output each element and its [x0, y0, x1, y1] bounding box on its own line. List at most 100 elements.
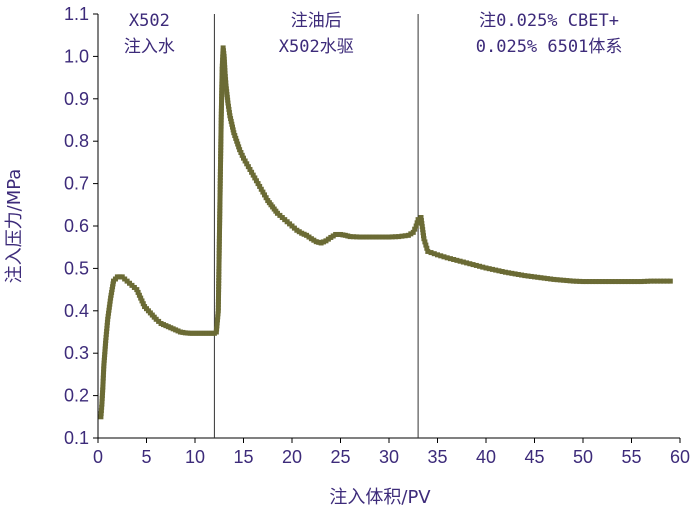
- data-point: [412, 226, 418, 232]
- data-point: [226, 106, 232, 112]
- data-point: [214, 317, 220, 323]
- data-point: [99, 401, 105, 407]
- data-point: [629, 279, 634, 285]
- data-point: [101, 366, 107, 372]
- data-point: [221, 56, 227, 62]
- data-point: [419, 224, 425, 230]
- y-tick-label: 0.8: [64, 131, 89, 151]
- data-point: [424, 245, 430, 251]
- data-point: [215, 311, 221, 317]
- data-point: [234, 138, 240, 144]
- data-point: [418, 215, 424, 221]
- data-point: [217, 220, 223, 226]
- data-point: [215, 302, 221, 308]
- phase-dividers: [213, 14, 419, 438]
- data-point: [216, 232, 222, 238]
- data-point: [110, 284, 116, 290]
- data-point: [101, 360, 107, 366]
- y-tick-label: 0.7: [64, 174, 89, 194]
- data-point: [214, 323, 220, 329]
- data-point: [224, 92, 230, 98]
- data-point: [496, 268, 502, 274]
- data-point: [638, 279, 644, 285]
- data-point: [257, 183, 263, 189]
- data-point: [483, 265, 489, 271]
- data-point: [221, 51, 227, 57]
- data-point: [215, 308, 221, 314]
- data-point: [135, 289, 141, 295]
- x-tick-label: 30: [379, 447, 399, 467]
- data-point: [414, 220, 420, 226]
- data-point: [214, 320, 220, 326]
- data-point: [218, 108, 224, 114]
- data-point: [232, 133, 238, 139]
- data-point: [216, 290, 222, 296]
- phase-annotation: 注入水: [124, 37, 175, 57]
- data-point: [223, 77, 229, 83]
- data-point: [224, 89, 230, 95]
- data-point: [350, 234, 356, 240]
- data-point: [389, 234, 395, 240]
- y-axis-title: 注入压力/MPa: [4, 169, 25, 284]
- data-point: [413, 223, 419, 229]
- data-point: [102, 343, 108, 349]
- data-point: [217, 211, 223, 217]
- data-point: [354, 234, 360, 240]
- data-point: [100, 381, 106, 387]
- data-point: [357, 234, 363, 240]
- x-tick-label: 5: [141, 447, 151, 467]
- data-point: [648, 278, 654, 284]
- data-point: [218, 159, 224, 165]
- y-tick-label: 0.6: [64, 216, 89, 236]
- data-point: [218, 132, 224, 138]
- data-point: [435, 252, 440, 258]
- data-point: [136, 292, 142, 298]
- y-tick-label: 0.1: [64, 428, 89, 448]
- data-point: [641, 278, 647, 284]
- data-point: [233, 135, 239, 141]
- data-point: [219, 93, 225, 99]
- y-tick-label: 0.9: [64, 89, 89, 109]
- data-point: [444, 255, 450, 261]
- data-point: [106, 307, 112, 313]
- data-point: [392, 234, 398, 240]
- data-point: [107, 298, 113, 304]
- data-point: [599, 279, 605, 285]
- data-point: [218, 120, 224, 126]
- data-point: [347, 234, 353, 240]
- data-point: [252, 175, 258, 181]
- data-point: [645, 278, 651, 284]
- data-point: [236, 144, 242, 150]
- data-point: [525, 273, 531, 279]
- data-point: [603, 279, 609, 285]
- data-point: [219, 69, 225, 75]
- data-point: [222, 65, 228, 71]
- data-point: [218, 135, 224, 141]
- data-point: [428, 250, 434, 256]
- x-tick-label: 60: [670, 447, 690, 467]
- data-point: [218, 150, 224, 156]
- data-point: [218, 156, 224, 162]
- phase-annotation: X502: [129, 11, 170, 31]
- data-point: [219, 66, 225, 72]
- data-point: [101, 357, 107, 363]
- data-point: [509, 270, 515, 276]
- data-point: [370, 234, 376, 240]
- axes: [97, 14, 680, 439]
- data-point: [100, 372, 106, 378]
- data-point: [218, 126, 224, 132]
- data-point: [219, 81, 225, 87]
- data-point: [231, 130, 237, 136]
- data-point: [101, 363, 107, 369]
- x-tick-label: 55: [621, 447, 641, 467]
- data-point: [249, 169, 255, 175]
- data-point: [221, 53, 227, 59]
- data-point: [106, 304, 112, 310]
- data-point: [219, 96, 225, 102]
- data-point: [489, 266, 495, 272]
- data-point: [522, 273, 528, 279]
- data-point: [230, 127, 236, 133]
- data-point: [217, 178, 223, 184]
- data-point: [103, 334, 109, 340]
